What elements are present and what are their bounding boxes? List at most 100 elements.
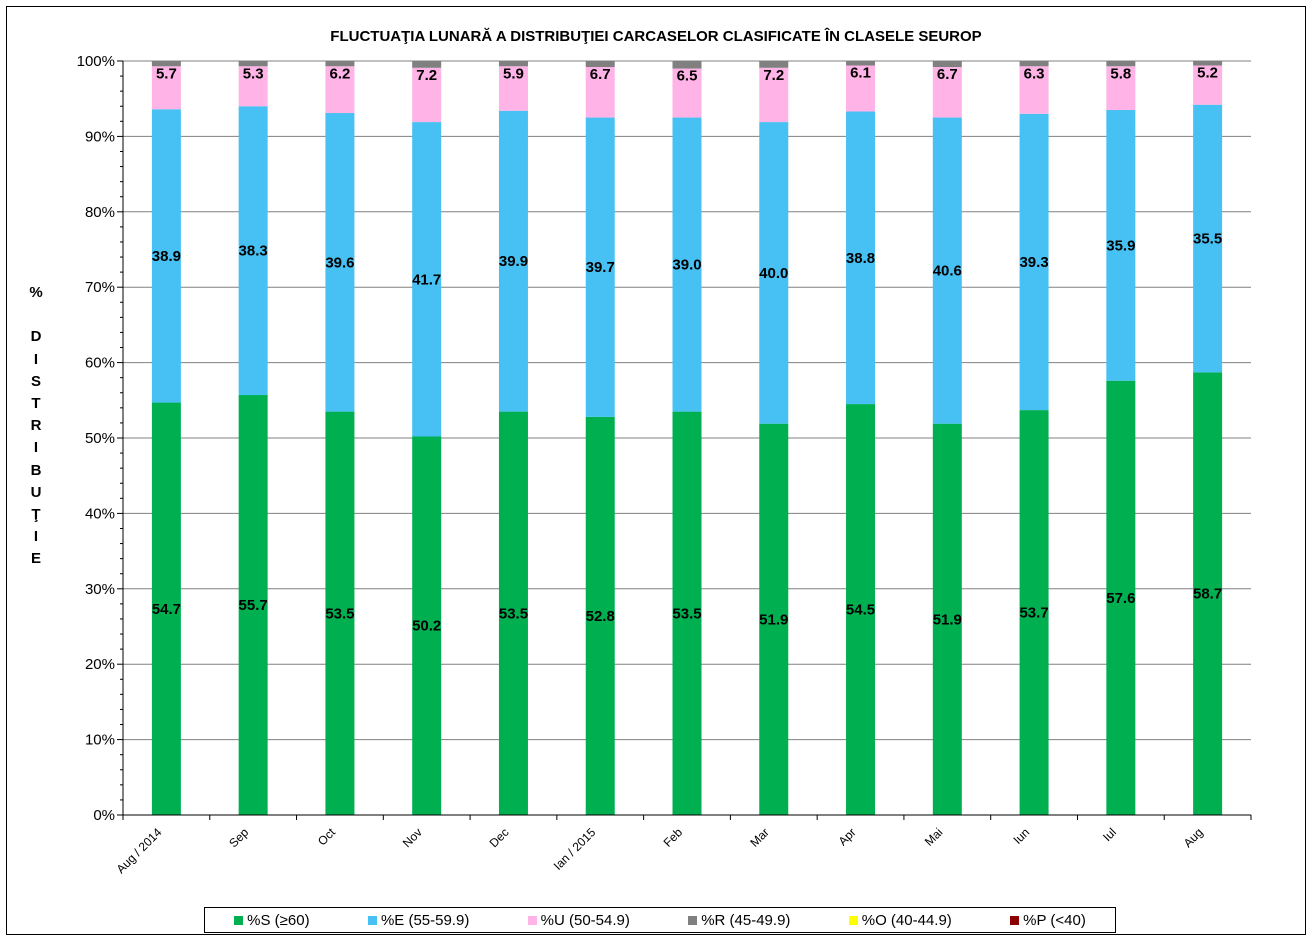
y-tick-label: 20%	[85, 656, 115, 673]
data-label: 50.2	[412, 618, 441, 635]
data-label: 53.7	[1019, 605, 1048, 622]
x-tick-label: Aug / 2014	[114, 825, 165, 876]
bar-segment-4	[325, 61, 355, 67]
legend-item: %P (<40)	[1010, 912, 1086, 929]
y-tick-label: 60%	[85, 355, 115, 372]
legend-label: %P (<40)	[1023, 911, 1086, 929]
x-tick-label: Apr	[836, 825, 859, 848]
x-tick-label: Aug	[1181, 825, 1206, 850]
x-tick-label: Dec	[487, 825, 512, 850]
data-label: 41.7	[412, 271, 441, 288]
legend-label: %O (40-44.9)	[861, 911, 952, 929]
data-label: 54.7	[152, 601, 181, 618]
data-label: 6.7	[937, 66, 958, 83]
data-label: 5.9	[503, 65, 524, 82]
data-label: 38.3	[239, 243, 268, 260]
data-label: 6.1	[850, 65, 871, 82]
data-label: 58.7	[1193, 586, 1222, 603]
bar-segment-4	[151, 61, 181, 67]
y-axis-label-char: S	[30, 372, 41, 390]
data-label: 53.5	[672, 605, 701, 622]
bar-segment-2	[151, 109, 181, 403]
y-axis-label-char: Ţ	[31, 506, 41, 524]
y-tick-label: 30%	[85, 581, 115, 598]
data-label: 39.3	[1019, 254, 1048, 271]
data-label: 6.3	[1024, 65, 1045, 82]
bar-segment-3	[585, 67, 615, 118]
bar-segment-4	[585, 61, 615, 68]
data-label: 5.8	[1110, 65, 1131, 82]
data-label: 39.6	[325, 254, 354, 271]
bar-segment-2	[1106, 110, 1136, 381]
data-label: 5.7	[156, 65, 177, 82]
legend-label: %U (50-54.9)	[540, 911, 630, 929]
legend-label: %S (≥60)	[247, 911, 310, 929]
bar-segment-4	[1106, 61, 1136, 67]
bar-segment-1	[1019, 410, 1049, 815]
bar-segment-2	[498, 110, 528, 412]
data-label: 57.6	[1106, 590, 1135, 607]
bar-segment-2	[238, 106, 268, 396]
data-label: 7.2	[763, 67, 784, 84]
bar-segment-2	[412, 122, 442, 437]
bar-segment-4	[238, 61, 268, 67]
y-axis-label-char: D	[30, 328, 42, 346]
bar-segment-3	[238, 66, 268, 107]
y-axis-label-char: I	[33, 350, 39, 368]
x-tick-label: Mar	[747, 825, 772, 850]
bar-segment-4	[412, 61, 442, 68]
data-label: 6.5	[677, 68, 698, 85]
y-axis-label-char: I	[33, 528, 39, 546]
y-axis-label-char: I	[33, 439, 39, 457]
bar-segment-2	[1019, 113, 1049, 411]
legend-item: %E (55-59.9)	[367, 911, 470, 929]
data-label: 6.2	[329, 65, 350, 82]
x-tick-label: Oct	[315, 825, 339, 849]
data-label: 5.3	[243, 65, 264, 82]
data-label: 39.0	[672, 257, 701, 274]
bar-segment-3	[325, 66, 355, 114]
data-label: 39.9	[499, 253, 528, 270]
y-axis-label-char: E	[30, 550, 41, 568]
bar-segment-4	[498, 61, 528, 67]
data-label: 53.5	[325, 605, 354, 622]
bar-segment-3	[1019, 66, 1049, 114]
bar-segment-3	[498, 66, 528, 111]
data-label: 40.0	[759, 265, 788, 282]
data-label: 52.8	[586, 608, 615, 625]
data-label: 35.5	[1193, 231, 1222, 248]
legend-item: %O (40-44.9)	[848, 911, 952, 929]
bar-segment-3	[759, 67, 789, 123]
bar-segment-3	[932, 67, 962, 118]
y-axis-label-char: %	[29, 284, 43, 301]
legend-label: %R (45-49.9)	[701, 911, 791, 929]
bar-segment-1	[325, 411, 355, 815]
bar-segment-2	[585, 117, 615, 417]
bar-segment-3	[1193, 65, 1223, 105]
bar-segment-1	[412, 436, 442, 815]
bar-segment-3	[672, 68, 702, 118]
bar-segment-1	[759, 423, 789, 815]
x-tick-label: Sep	[226, 825, 251, 850]
bar-segment-2	[325, 113, 355, 412]
x-tick-label: Iun	[1010, 825, 1032, 847]
bar-segment-1	[151, 402, 181, 815]
bar-segment-4	[1193, 61, 1223, 66]
bar-segment-1	[1106, 380, 1136, 815]
data-label: 51.9	[933, 611, 962, 628]
legend-label: %E (55-59.9)	[380, 911, 470, 929]
bar-segment-3	[846, 65, 876, 112]
y-tick-label: 70%	[85, 279, 115, 296]
bar-segment-1	[498, 411, 528, 815]
legend-swatch	[848, 915, 858, 925]
bar-segment-3	[151, 66, 181, 110]
bar-segment-2	[759, 122, 789, 424]
legend-swatch	[234, 915, 244, 925]
y-tick-label: 100%	[77, 53, 115, 70]
bar-segment-4	[672, 61, 702, 69]
y-axis-label-char: T	[31, 395, 41, 413]
bar-segment-2	[932, 117, 962, 424]
bar-segment-1	[238, 395, 268, 815]
bar-segment-2	[672, 117, 702, 412]
